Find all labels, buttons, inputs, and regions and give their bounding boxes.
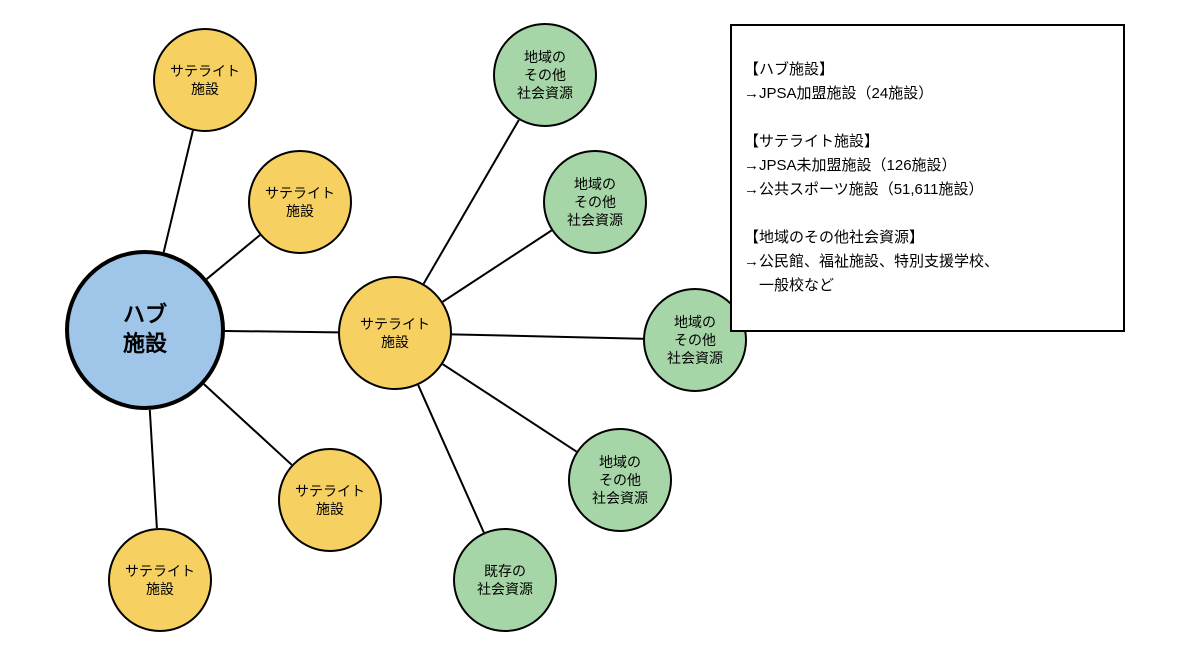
node-com4: 地域の その他 社会資源	[568, 428, 672, 532]
edge	[204, 384, 292, 465]
node-label: サテライト 施設	[360, 315, 430, 351]
edge	[418, 385, 484, 532]
node-com2: 地域の その他 社会資源	[543, 150, 647, 254]
node-label: 地域の その他 社会資源	[517, 48, 573, 103]
node-label: 地域の その他 社会資源	[667, 313, 723, 368]
node-sat3: サテライト 施設	[338, 276, 452, 390]
node-label: 地域の その他 社会資源	[567, 175, 623, 230]
edge	[164, 131, 193, 253]
node-com5: 既存の 社会資源	[453, 528, 557, 632]
node-label: サテライト 施設	[170, 62, 240, 98]
node-sat1: サテライト 施設	[153, 28, 257, 132]
node-label: ハブ 施設	[123, 301, 167, 358]
legend-box: 【ハブ施設】 →JPSA加盟施設（24施設） 【サテライト施設】 →JPSA未加…	[730, 24, 1125, 332]
node-hub: ハブ 施設	[65, 250, 225, 410]
legend-text: 【ハブ施設】 →JPSA加盟施設（24施設） 【サテライト施設】 →JPSA未加…	[744, 58, 1111, 298]
node-label: サテライト 施設	[265, 184, 335, 220]
edge	[443, 364, 577, 451]
node-com1: 地域の その他 社会資源	[493, 23, 597, 127]
edge	[207, 235, 260, 279]
edge	[452, 334, 643, 338]
edge	[225, 331, 338, 332]
node-label: 既存の 社会資源	[477, 562, 533, 598]
node-label: サテライト 施設	[125, 562, 195, 598]
node-label: 地域の その他 社会資源	[592, 453, 648, 508]
edge	[424, 120, 519, 284]
node-sat2: サテライト 施設	[248, 150, 352, 254]
node-sat5: サテライト 施設	[108, 528, 212, 632]
node-sat4: サテライト 施設	[278, 448, 382, 552]
node-label: サテライト 施設	[295, 482, 365, 518]
edge	[443, 230, 552, 301]
edge	[150, 410, 157, 528]
